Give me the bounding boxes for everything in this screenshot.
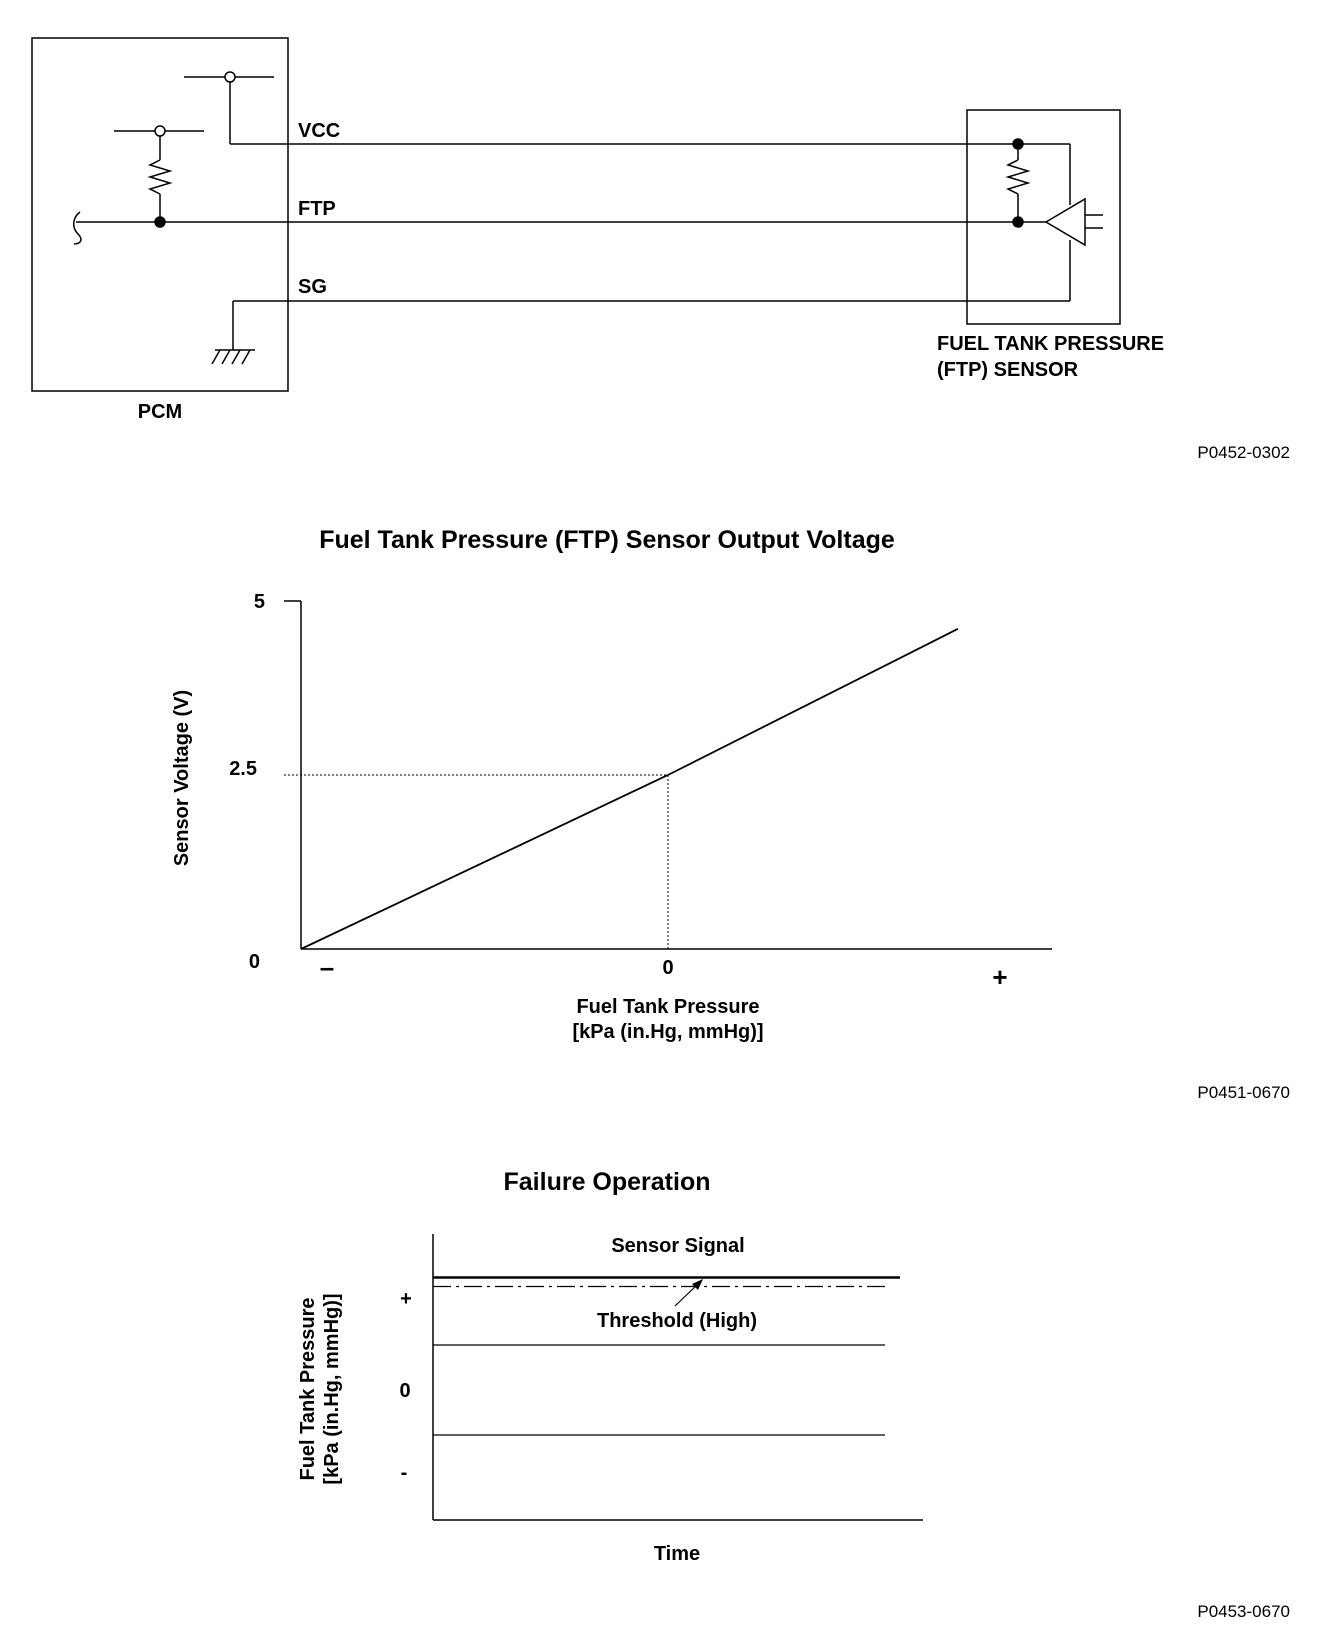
figure-code-2: P0451-0670 bbox=[1197, 1083, 1290, 1102]
vcc-label: VCC bbox=[298, 120, 340, 142]
sensor-box bbox=[966, 109, 1121, 325]
chart2-ytick-plus: + bbox=[400, 1288, 412, 1310]
threshold-pointer-icon bbox=[674, 1279, 703, 1307]
wiring-diagram bbox=[31, 37, 1121, 392]
chart1-xtick-minus: – bbox=[320, 952, 334, 982]
chart1-xtick-plus: + bbox=[992, 962, 1007, 992]
sg-label: SG bbox=[298, 276, 327, 298]
ground-icon bbox=[211, 349, 251, 365]
ftp-label: FTP bbox=[298, 198, 336, 220]
chart1-ytick-2.5: 2.5 bbox=[229, 758, 257, 780]
figure-code-1: P0452-0302 bbox=[1197, 443, 1290, 462]
chart2-ylabel-line2: [kPa (in.Hg, mmHg)] bbox=[321, 1293, 343, 1484]
chart1-voltage-line bbox=[300, 628, 959, 950]
chart2-ylabel-line1: Fuel Tank Pressure bbox=[297, 1297, 319, 1480]
vcc-terminal-icon bbox=[224, 71, 236, 83]
pullup-terminal-icon bbox=[154, 125, 166, 137]
ftp-junction-pcm bbox=[154, 216, 166, 228]
chart2-lines bbox=[433, 1276, 900, 1436]
chart1-xlabel-line2: [kPa (in.Hg, mmHg)] bbox=[572, 1021, 763, 1043]
sensor-signal-label: Sensor Signal bbox=[611, 1235, 744, 1257]
sensor-label-line2: (FTP) SENSOR bbox=[937, 359, 1079, 381]
chart1-title: Fuel Tank Pressure (FTP) Sensor Output V… bbox=[319, 526, 895, 554]
chart1-xlabel-line1: Fuel Tank Pressure bbox=[576, 996, 759, 1018]
chart2-xlabel: Time bbox=[654, 1543, 700, 1565]
chart1-xtick-0: 0 bbox=[662, 957, 673, 979]
pcm-box bbox=[31, 37, 289, 392]
chart2-ytick-0: 0 bbox=[399, 1380, 410, 1402]
sensor-label-line1: FUEL TANK PRESSURE bbox=[937, 333, 1164, 355]
sensor-resistor-icon bbox=[1005, 159, 1031, 195]
chart2-ytick-minus: - bbox=[401, 1462, 408, 1484]
chart1-reference-guides bbox=[284, 774, 669, 949]
chart2-title: Failure Operation bbox=[504, 1168, 711, 1196]
chart1-ytick-0: 0 bbox=[249, 951, 260, 973]
pcm-label: PCM bbox=[138, 401, 182, 423]
ftp-junction-sensor bbox=[1012, 216, 1024, 228]
threshold-label: Threshold (High) bbox=[597, 1310, 757, 1332]
chart2-axes bbox=[432, 1234, 923, 1521]
amplifier-icon bbox=[1044, 197, 1086, 247]
chart1-ytick-5: 5 bbox=[254, 591, 265, 613]
figure-code-3: P0453-0670 bbox=[1197, 1602, 1290, 1621]
chart1-ylabel: Sensor Voltage (V) bbox=[171, 690, 193, 866]
input-squiggle-icon bbox=[73, 211, 82, 245]
pullup-resistor-icon bbox=[147, 159, 173, 195]
